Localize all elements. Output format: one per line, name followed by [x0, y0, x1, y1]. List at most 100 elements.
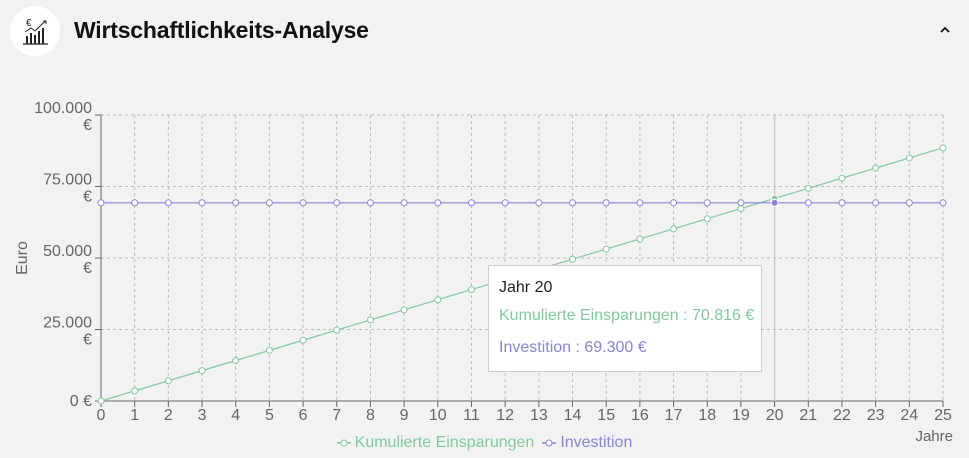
data-point: [299, 336, 307, 344]
data-point: [164, 199, 172, 207]
x-tick-label: 24: [900, 407, 918, 424]
data-point: [265, 199, 273, 207]
data-point: [737, 205, 745, 213]
data-point: [164, 377, 172, 385]
svg-text:€: €: [26, 18, 32, 29]
x-tick-label: 3: [198, 407, 207, 424]
data-point: [467, 286, 475, 294]
tooltip-heading: Jahr 20: [499, 279, 553, 296]
data-point: [602, 199, 610, 207]
legend-line-marker-icon: [542, 439, 557, 447]
data-point: [535, 199, 543, 207]
data-point: [670, 225, 678, 233]
y-tick-label: 25.000 €: [43, 315, 92, 349]
y-tick-label: 100.000 €: [34, 100, 92, 134]
x-tick-label: 6: [299, 407, 308, 424]
x-tick-label: 15: [597, 407, 615, 424]
data-point: [299, 199, 307, 207]
legend-label-savings: Kumulierte Einsparungen: [354, 434, 535, 451]
data-point: [434, 199, 442, 207]
data-point: [232, 356, 240, 364]
data-point: [636, 199, 644, 207]
legend-item-investment[interactable]: Investition: [542, 433, 632, 453]
x-tick-label: 5: [265, 407, 274, 424]
data-point: [97, 397, 105, 405]
x-tick-label: 19: [732, 407, 750, 424]
data-point: [198, 199, 206, 207]
chevron-up-icon[interactable]: [933, 18, 957, 42]
data-point: [602, 245, 610, 253]
data-point: [400, 306, 408, 314]
x-tick-label: 1: [130, 407, 139, 424]
x-tick-label: 17: [665, 407, 683, 424]
x-tick-label: 20: [766, 407, 784, 424]
x-tick-label: 9: [400, 407, 409, 424]
x-tick-label: 25: [934, 407, 952, 424]
data-point: [569, 255, 577, 263]
data-point: [939, 144, 947, 152]
data-point: [131, 199, 139, 207]
data-point: [636, 235, 644, 243]
data-point: [265, 346, 273, 354]
chart-legend: Kumulierte Einsparungen Investition: [0, 433, 969, 453]
page-title: Wirtschaftlichkeits-Analyse: [74, 17, 369, 43]
x-axis-label: Jahre: [915, 428, 953, 445]
data-point: [670, 199, 678, 207]
data-point: [905, 199, 913, 207]
data-point: [569, 199, 577, 207]
tooltip-investment-value: Investition : 69.300 €: [499, 339, 647, 356]
y-tick-label: 50.000 €: [43, 243, 92, 277]
data-point: [467, 199, 475, 207]
data-point: [872, 164, 880, 172]
x-tick-label: 12: [496, 407, 514, 424]
data-point: [872, 199, 880, 207]
x-tick-label: 22: [833, 407, 851, 424]
data-point: [501, 199, 509, 207]
data-point: [400, 199, 408, 207]
legend-label-investment: Investition: [560, 434, 633, 451]
euro-chart-icon: €: [10, 6, 60, 56]
data-point: [703, 215, 711, 223]
data-point: [737, 199, 745, 207]
data-point: [97, 199, 105, 207]
chart-tooltip: Jahr 20 Kumulierte Einsparungen : 70.816…: [488, 265, 762, 372]
x-tick-label: 16: [631, 407, 649, 424]
data-point: [198, 367, 206, 375]
data-point: [804, 184, 812, 192]
x-tick-label: 2: [164, 407, 173, 424]
x-tick-label: 11: [463, 407, 480, 424]
data-point: [232, 199, 240, 207]
tooltip-savings-value: Kumulierte Einsparungen : 70.816 €: [499, 307, 755, 324]
x-tick-label: 10: [429, 407, 447, 424]
data-point: [905, 154, 913, 162]
x-tick-label: 18: [698, 407, 716, 424]
data-point: [333, 326, 341, 334]
data-point: [770, 198, 779, 207]
data-point: [366, 199, 374, 207]
x-tick-label: 0: [97, 407, 106, 424]
x-tick-label: 4: [231, 407, 240, 424]
y-axis-label: Euro: [14, 241, 31, 275]
x-tick-label: 7: [332, 407, 341, 424]
data-point: [434, 296, 442, 304]
data-point: [333, 199, 341, 207]
data-point: [131, 387, 139, 395]
data-point: [703, 199, 711, 207]
data-point: [838, 199, 846, 207]
legend-item-savings[interactable]: Kumulierte Einsparungen: [336, 433, 535, 453]
x-tick-label: 21: [799, 407, 817, 424]
data-point: [939, 199, 947, 207]
x-tick-label: 23: [867, 407, 885, 424]
legend-line-marker-icon: [336, 439, 351, 447]
x-tick-label: 13: [530, 407, 548, 424]
card-header[interactable]: € Wirtschaftlichkeits-Analyse: [0, 0, 969, 62]
x-tick-label: 8: [366, 407, 375, 424]
y-tick-label: 0 €: [70, 393, 92, 410]
data-point: [804, 199, 812, 207]
data-point: [838, 174, 846, 182]
y-tick-label: 75.000 €: [43, 172, 92, 206]
data-point: [366, 316, 374, 324]
x-tick-label: 14: [564, 407, 582, 424]
